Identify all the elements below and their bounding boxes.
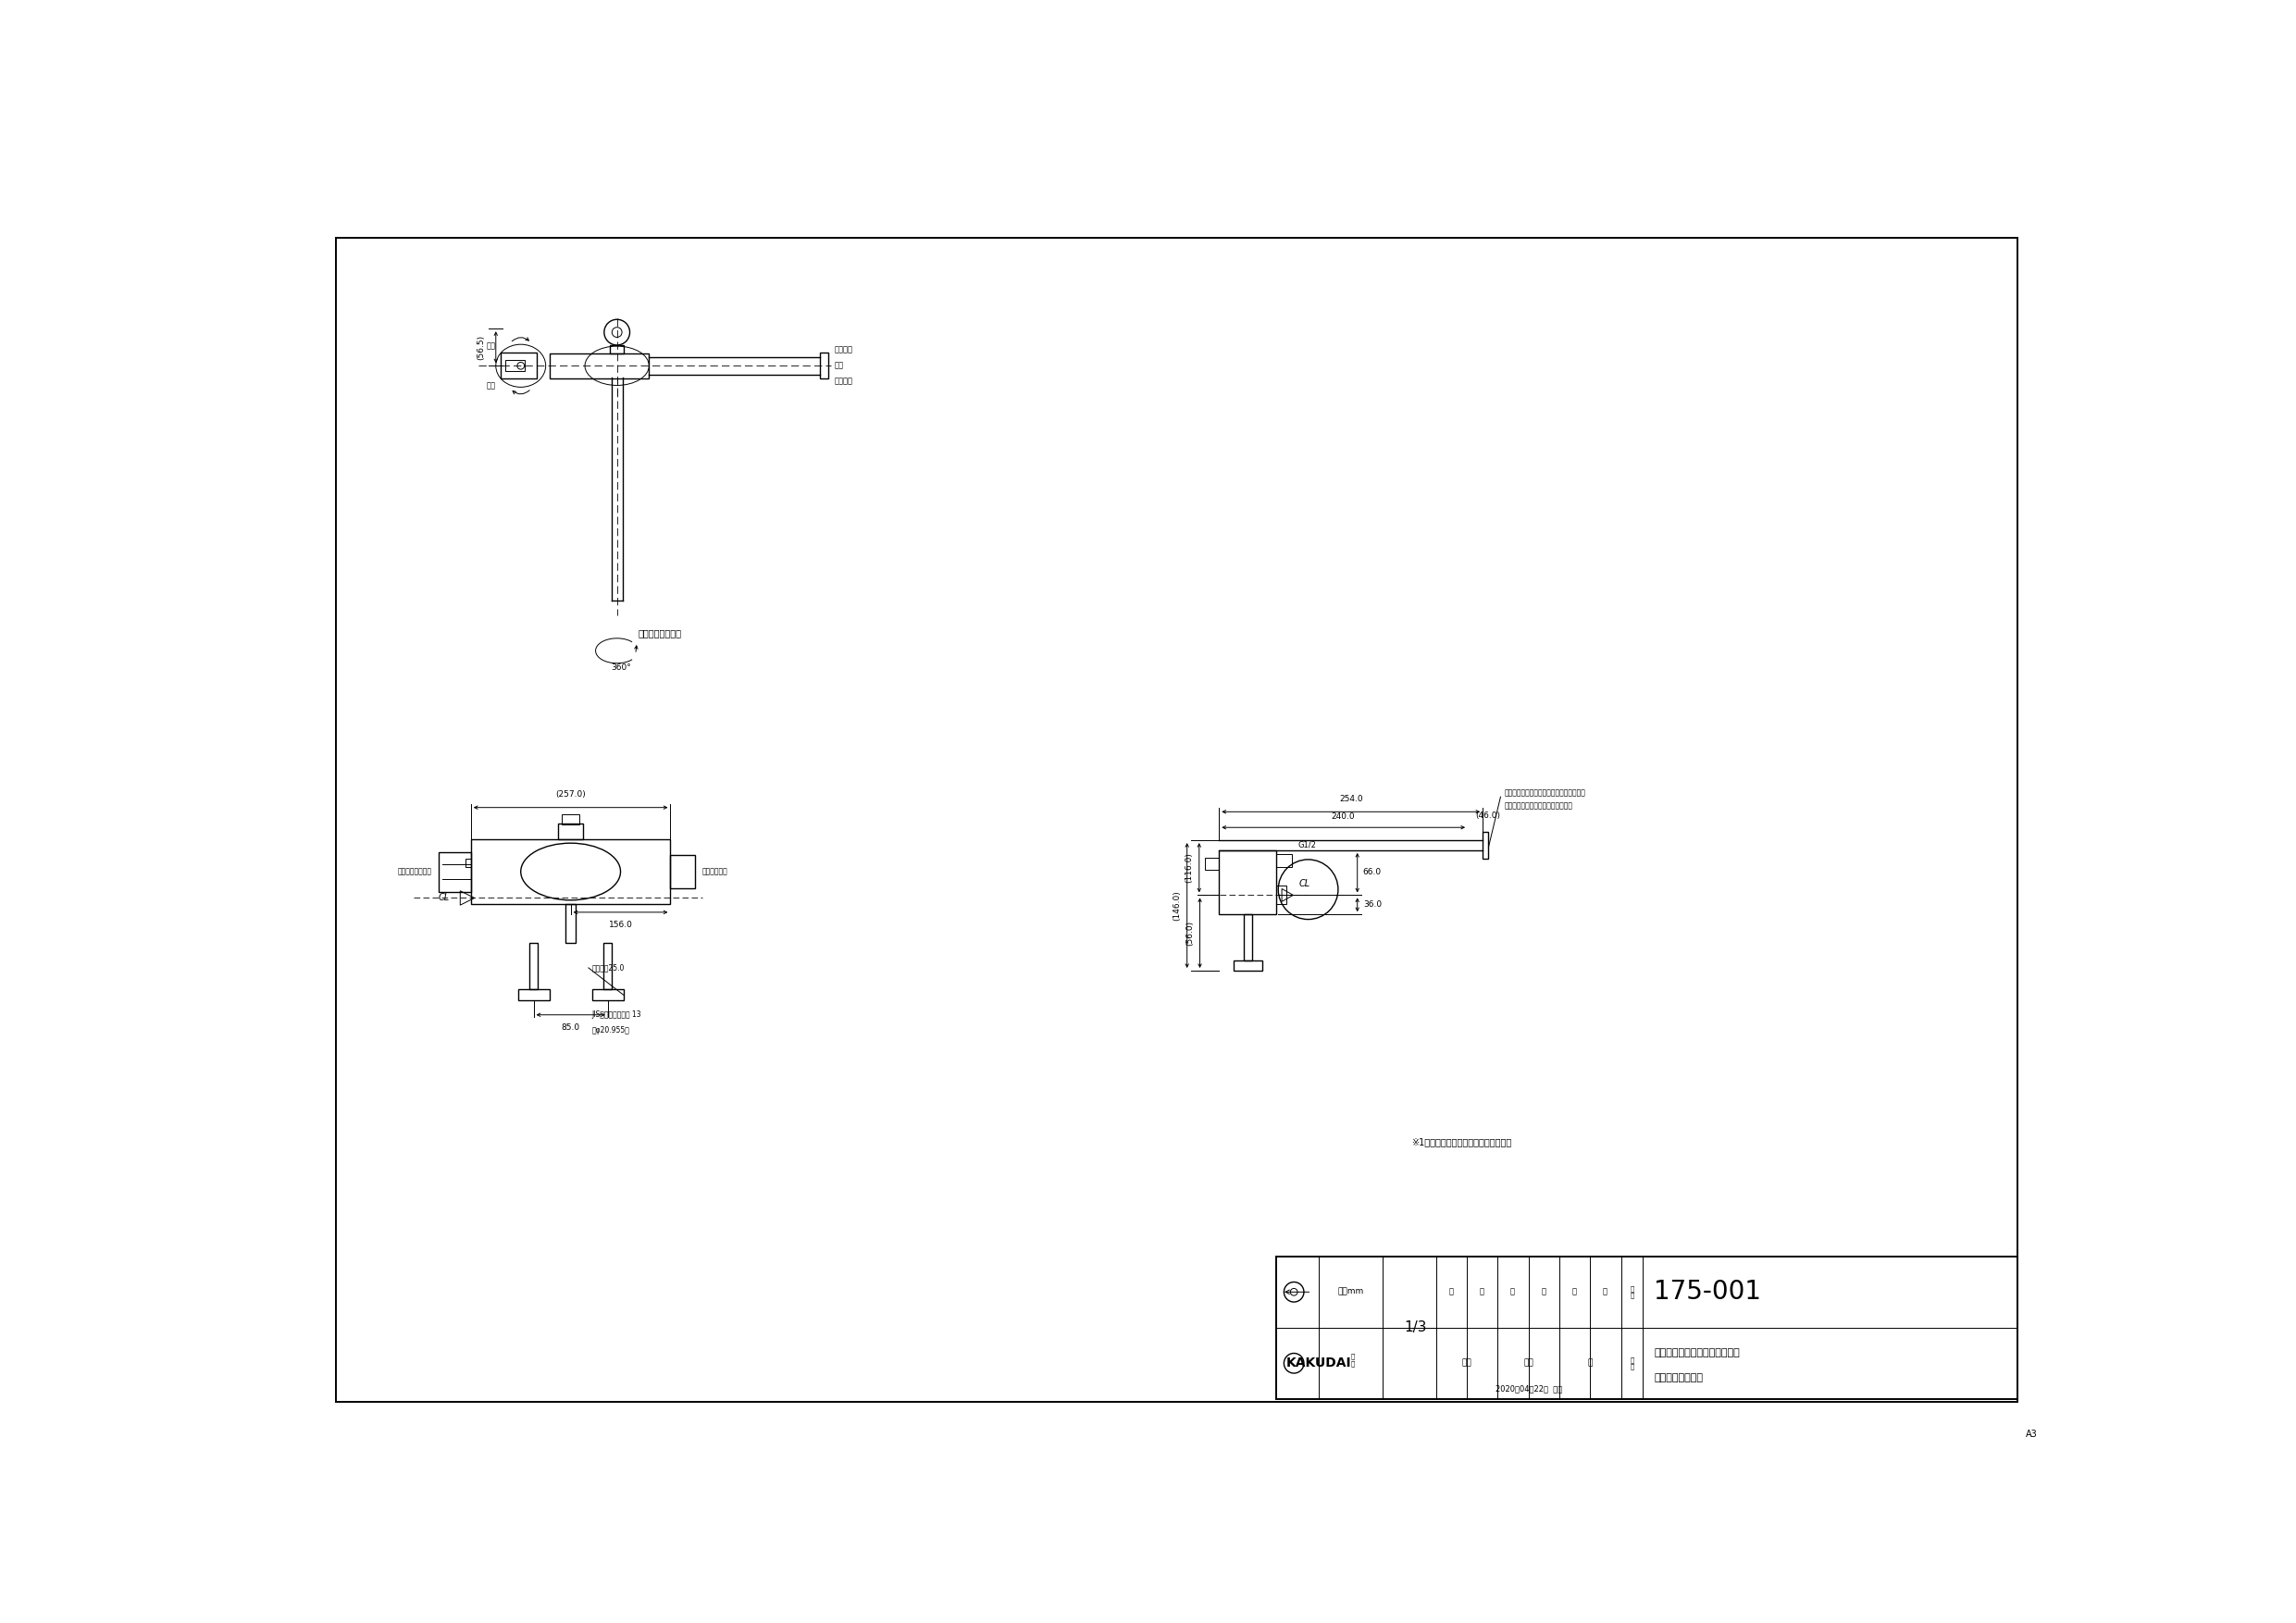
Bar xyxy=(519,988,549,1001)
Text: 製: 製 xyxy=(1449,1287,1453,1297)
Bar xyxy=(670,855,696,889)
Text: （シャワーセットは茶付図面参照）: （シャワーセットは茶付図面参照） xyxy=(1504,802,1573,810)
Text: 高温: 高温 xyxy=(487,342,496,351)
Text: (46.0): (46.0) xyxy=(1474,812,1499,820)
Text: KAKUDAI: KAKUDAI xyxy=(1286,1357,1352,1370)
Bar xyxy=(565,904,576,943)
Bar xyxy=(466,859,471,867)
Bar xyxy=(563,815,579,824)
Text: （デッキタイプ）: （デッキタイプ） xyxy=(1653,1373,1704,1383)
Text: 検: 検 xyxy=(1511,1287,1515,1297)
Text: 156.0: 156.0 xyxy=(608,920,631,928)
Text: A3: A3 xyxy=(2025,1430,2037,1440)
Text: (257.0): (257.0) xyxy=(556,790,585,799)
Bar xyxy=(501,352,537,378)
Bar xyxy=(1277,886,1286,904)
Bar xyxy=(558,824,583,839)
Bar xyxy=(1277,1256,2018,1399)
Text: 単位mm: 単位mm xyxy=(1339,1287,1364,1297)
Bar xyxy=(820,352,829,378)
Text: 尺
度: 尺 度 xyxy=(1350,1354,1355,1367)
Bar xyxy=(1219,850,1277,914)
Text: 寒川: 寒川 xyxy=(1522,1358,1534,1368)
Text: (146.0): (146.0) xyxy=(1173,889,1182,920)
Text: 岩藤: 岩藤 xyxy=(1463,1358,1472,1368)
Text: 低温: 低温 xyxy=(487,381,496,390)
Text: 254.0: 254.0 xyxy=(1339,795,1364,803)
Text: 品
番: 品 番 xyxy=(1630,1285,1635,1298)
Text: 2020年04月22日  作成: 2020年04月22日 作成 xyxy=(1495,1384,1564,1393)
Text: 66.0: 66.0 xyxy=(1364,868,1382,876)
Text: 品
名: 品 名 xyxy=(1630,1357,1635,1370)
Bar xyxy=(549,354,650,378)
Text: 承: 承 xyxy=(1573,1287,1577,1297)
Bar xyxy=(1233,961,1263,971)
Bar xyxy=(471,839,670,904)
Text: 360°: 360° xyxy=(611,664,631,672)
Text: 温度調和ハンドル: 温度調和ハンドル xyxy=(397,867,432,876)
Text: スパウト回転角度: スパウト回転角度 xyxy=(638,628,682,638)
Text: 切替ハンドル: 切替ハンドル xyxy=(703,867,728,876)
Text: 認: 認 xyxy=(1603,1287,1607,1297)
Text: CL: CL xyxy=(439,893,450,902)
Bar xyxy=(1483,831,1488,859)
Bar xyxy=(604,943,613,988)
Text: サーモスタットシャワー混合栓: サーモスタットシャワー混合栓 xyxy=(1653,1349,1740,1357)
Bar xyxy=(530,943,537,988)
Text: パイプ側: パイプ側 xyxy=(833,377,852,386)
Bar xyxy=(1205,857,1219,870)
Text: 240.0: 240.0 xyxy=(1332,812,1355,820)
Text: 175-001: 175-001 xyxy=(1653,1279,1761,1305)
Text: (56.5): (56.5) xyxy=(478,334,484,360)
Text: 祝: 祝 xyxy=(1587,1358,1591,1368)
Text: G1/2: G1/2 xyxy=(1297,841,1316,849)
Text: シャワ側: シャワ側 xyxy=(833,346,852,354)
Text: JIS給水栓取付ねじ 13: JIS給水栓取付ねじ 13 xyxy=(592,1011,641,1019)
Text: (116.0): (116.0) xyxy=(1185,852,1194,883)
Text: ※1　（　）内寸法は参考寸法である。: ※1 （ ）内寸法は参考寸法である。 xyxy=(1412,1138,1511,1147)
Text: 85.0: 85.0 xyxy=(560,1024,581,1032)
Text: (56.0): (56.0) xyxy=(1185,920,1194,946)
Bar xyxy=(611,346,625,354)
Bar xyxy=(592,988,625,1001)
Text: 図: 図 xyxy=(1541,1287,1545,1297)
Text: 止水: 止水 xyxy=(833,362,843,370)
Bar xyxy=(1277,854,1293,867)
Text: CL: CL xyxy=(1300,878,1311,888)
Text: 六角対辺25.0: 六角対辺25.0 xyxy=(592,964,625,972)
Text: 図: 図 xyxy=(1479,1287,1483,1297)
Text: （φ20.955）: （φ20.955） xyxy=(592,1026,629,1034)
Bar xyxy=(1244,914,1251,961)
Text: この部分にシャワーセットを取付けます。: この部分にシャワーセットを取付けます。 xyxy=(1504,789,1587,797)
Text: 36.0: 36.0 xyxy=(1364,901,1382,909)
Bar xyxy=(439,852,471,891)
Bar xyxy=(505,360,526,372)
Text: 1/3: 1/3 xyxy=(1403,1321,1426,1334)
